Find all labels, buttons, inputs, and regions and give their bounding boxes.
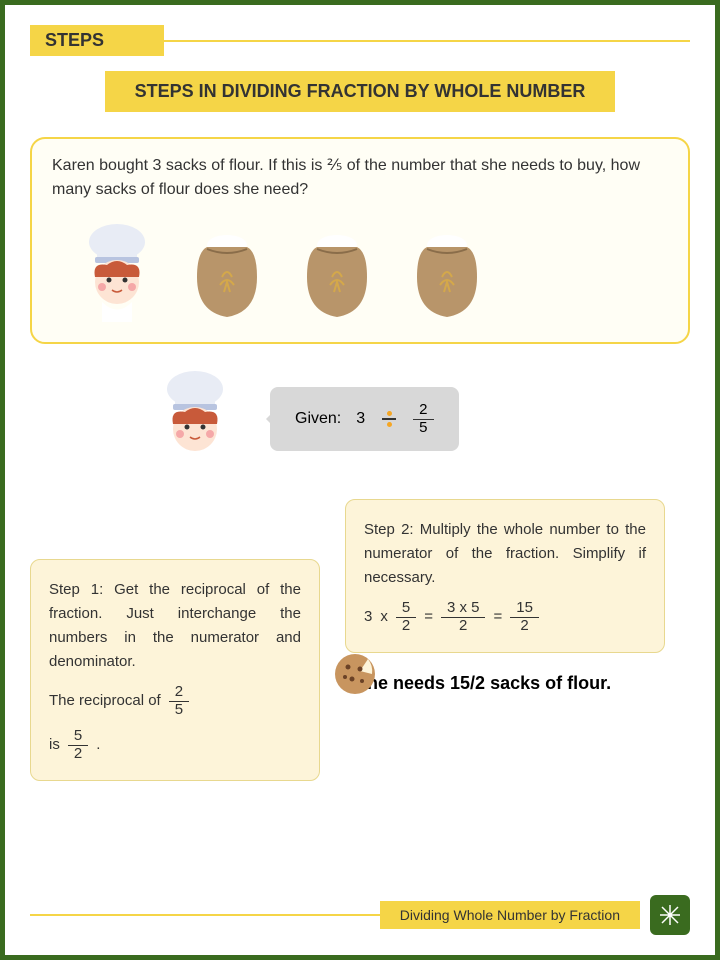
eq-eq2: = bbox=[493, 605, 502, 629]
eq-whole: 3 bbox=[364, 605, 372, 629]
problem-text: Karen bought 3 sacks of flour. If this i… bbox=[52, 154, 668, 202]
given-whole: 3 bbox=[356, 410, 365, 428]
eq-op: x bbox=[380, 605, 388, 629]
flour-sack-icon bbox=[292, 227, 382, 327]
eq-eq1: = bbox=[424, 605, 433, 629]
step1-prefix: The reciprocal of bbox=[49, 689, 161, 713]
flour-sack-icon bbox=[182, 227, 272, 327]
divide-icon bbox=[380, 410, 398, 428]
step1-is: is bbox=[49, 733, 60, 757]
given-fraction: 2 5 bbox=[413, 402, 433, 436]
given-label: Given: bbox=[295, 410, 341, 428]
step2-frac1: 5 2 bbox=[396, 600, 416, 634]
header-label: STEPS bbox=[30, 25, 164, 56]
flour-sack-icon bbox=[402, 227, 492, 327]
given-box: Given: 3 2 5 bbox=[270, 387, 459, 451]
cookie-icon bbox=[330, 649, 380, 699]
step2-frac2: 3 x 5 2 bbox=[441, 600, 486, 634]
footer: Dividing Whole Number by Fraction bbox=[30, 895, 690, 935]
step2-box: Step 2: Multiply the whole number to the… bbox=[345, 499, 665, 653]
step1-frac2: 5 2 bbox=[68, 728, 88, 762]
step1-suffix: . bbox=[96, 733, 100, 757]
step1-box: Step 1: Get the reciprocal of the fracti… bbox=[30, 559, 320, 781]
footer-label: Dividing Whole Number by Fraction bbox=[380, 901, 640, 929]
step2-frac3: 15 2 bbox=[510, 600, 539, 634]
chef-icon bbox=[150, 364, 240, 474]
step2-text: Step 2: Multiply the whole number to the… bbox=[364, 518, 646, 590]
step1-frac1: 2 5 bbox=[169, 684, 189, 718]
header-line bbox=[162, 40, 690, 42]
problem-box: Karen bought 3 sacks of flour. If this i… bbox=[30, 137, 690, 344]
page-title: STEPS IN DIVIDING FRACTION BY WHOLE NUMB… bbox=[105, 71, 616, 112]
answer-text: She needs 15/2 sacks of flour. bbox=[355, 673, 685, 694]
footer-icon bbox=[650, 895, 690, 935]
illustration-row bbox=[52, 217, 668, 327]
chef-icon bbox=[72, 217, 162, 327]
step1-text: Step 1: Get the reciprocal of the fracti… bbox=[49, 578, 301, 674]
